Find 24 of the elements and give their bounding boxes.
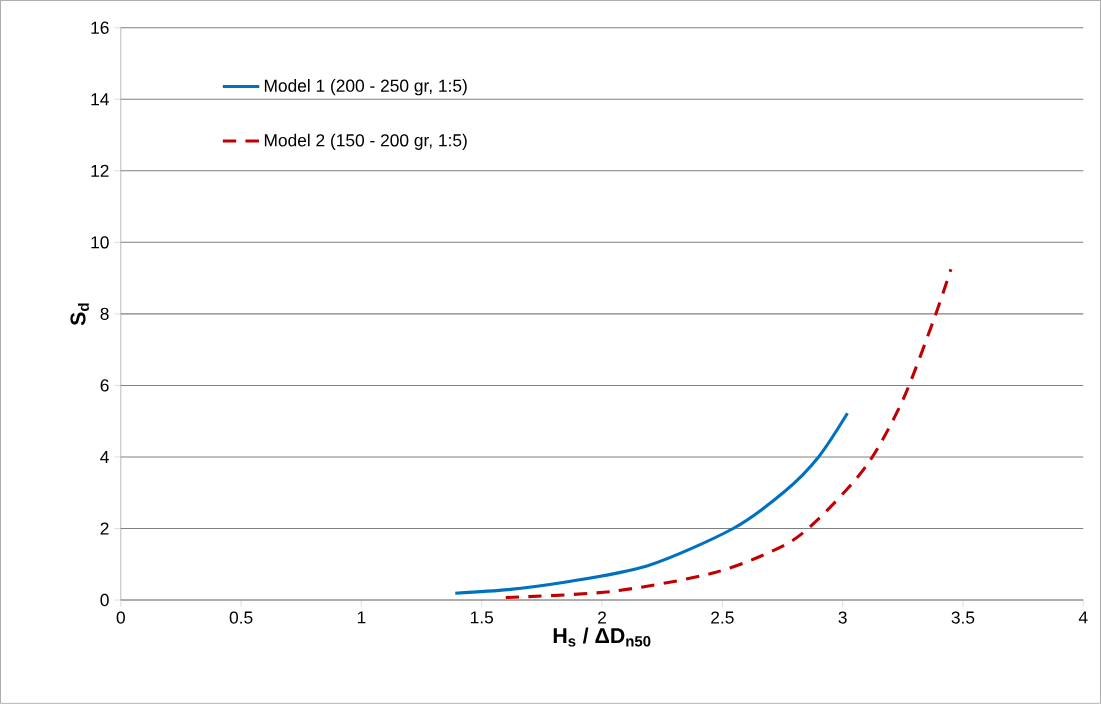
legend-label: Model 2 (150 - 200 gr, 1:5) [264, 133, 467, 150]
line-series [504, 267, 953, 600]
y-tick-label: 4 [100, 451, 109, 464]
x-tick-label: 0 [116, 611, 125, 624]
y-tick-label: 6 [100, 379, 109, 392]
x-axis-title: H$_{s}$ / ΔD$_{n50}$ [553, 627, 651, 647]
y-axis-title: S$_{d}$ [70, 303, 89, 326]
x-tick-label: 3 [838, 611, 847, 624]
y-tick-label: 14 [91, 93, 109, 106]
line-series [453, 411, 849, 595]
x-tick-label: 3.5 [951, 611, 975, 624]
y-tick-label: 8 [100, 307, 109, 321]
y-tick-label: 12 [91, 164, 109, 177]
y-tick-label: 16 [91, 21, 109, 34]
y-tick-label: 0 [100, 593, 109, 607]
x-tick-label: 4 [1078, 611, 1088, 624]
x-tick-label: 1.5 [470, 611, 494, 624]
x-tick-label: 2.5 [711, 611, 734, 624]
x-tick-label: 1 [357, 611, 366, 624]
y-tick-label: 2 [100, 522, 109, 535]
x-tick-label: 2 [598, 611, 606, 624]
x-tick-label: 0.5 [229, 611, 253, 624]
y-tick-label: 10 [91, 236, 109, 249]
legend-label: Model 1 (200 - 250 gr, 1:5) [264, 79, 467, 96]
